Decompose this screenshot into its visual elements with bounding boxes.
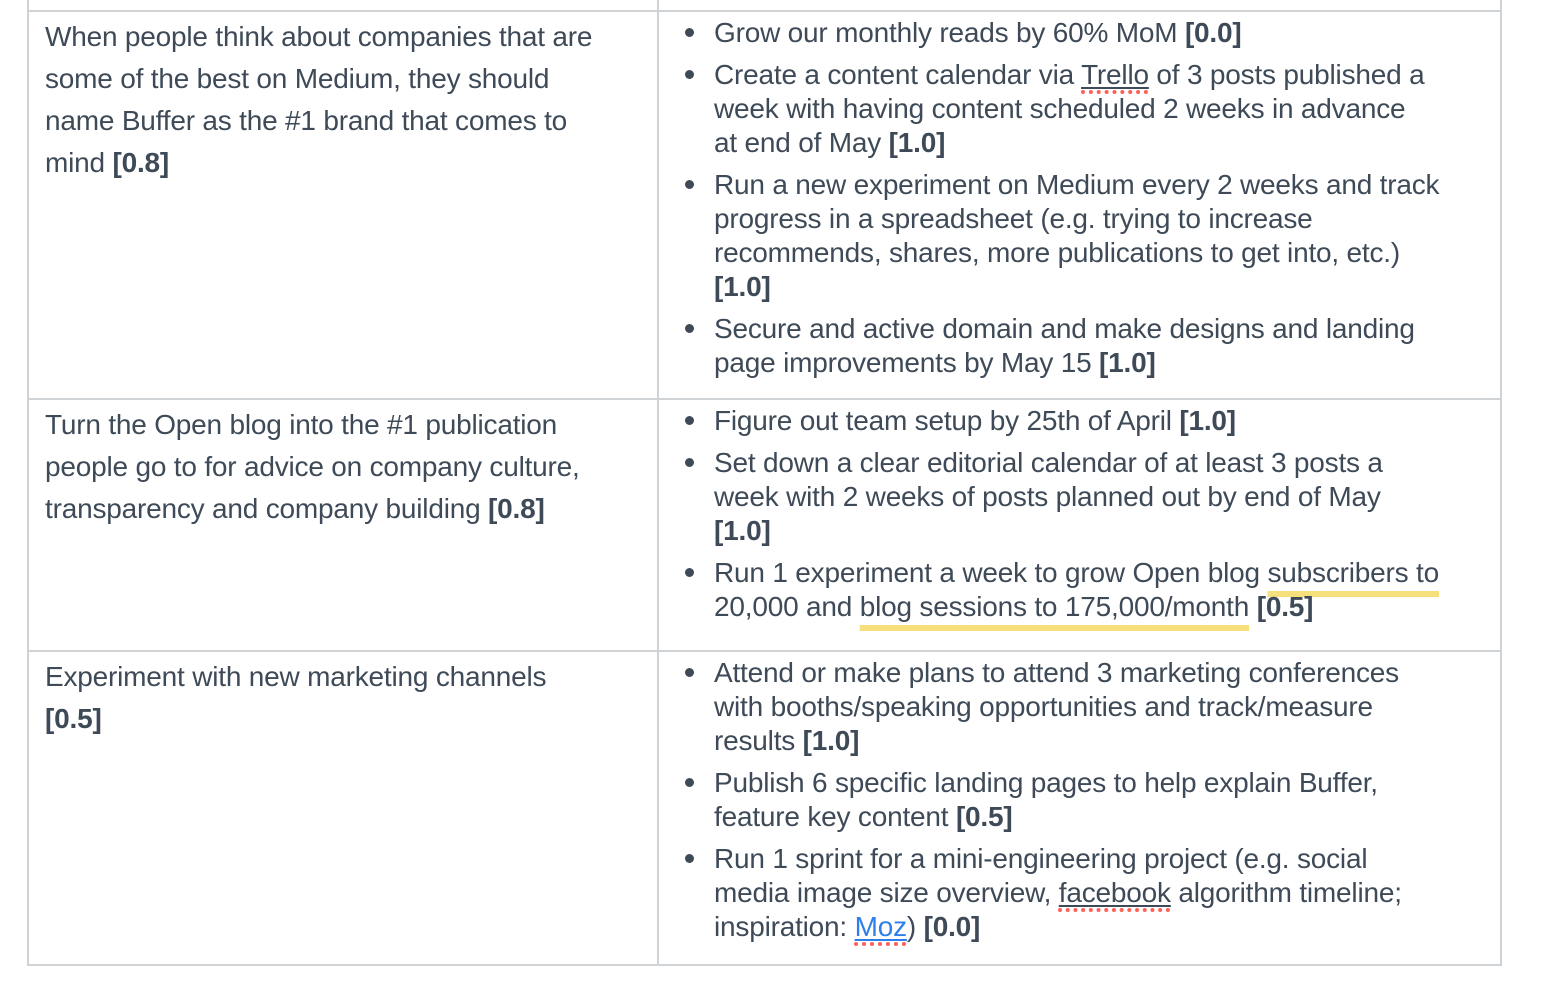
kr-text: algorithm timeline;	[1170, 877, 1402, 908]
key-result-item: Run 1 experiment a week to grow Open blo…	[685, 556, 1490, 624]
facebook-underlined-text: facebook	[1058, 877, 1171, 908]
kr-text: media image size overview,	[714, 877, 1059, 908]
score-badge: [0.5]	[1256, 591, 1314, 622]
trello-underlined-text: Trello	[1081, 59, 1149, 90]
objective-line: transparency and company building [0.8]	[45, 488, 641, 530]
score-badge: [0.5]	[955, 801, 1013, 832]
key-result-item: Run 1 sprint for a mini-engineering proj…	[685, 842, 1490, 944]
kr-text: )	[906, 911, 924, 942]
table-row-1: When people think about companies that a…	[29, 12, 1500, 400]
kr-text: inspiration:	[714, 911, 855, 942]
misspelled-word-facebook: facebook	[1059, 877, 1171, 908]
table-row-3: Experiment with new marketing channels […	[29, 652, 1500, 966]
key-results-cell: Grow our monthly reads by 60% MoM [0.0] …	[659, 12, 1500, 398]
kr-line: Set down a clear editorial calendar of a…	[714, 447, 1383, 478]
kr-line: feature key content [0.5]	[714, 800, 1490, 834]
kr-text: Run 1 experiment a week to grow Open blo…	[714, 557, 1268, 588]
highlight-subscribers: subscribers to	[1267, 557, 1439, 588]
okr-table: When people think about companies that a…	[27, 0, 1502, 966]
kr-line: 20,000 and blog sessions to 175,000/mont…	[714, 590, 1490, 624]
objective-cell: When people think about companies that a…	[29, 12, 659, 398]
kr-line: week with having content scheduled 2 wee…	[714, 93, 1406, 124]
key-result-item: Create a content calendar via Trello of …	[685, 58, 1490, 160]
objective-text: mind	[45, 147, 113, 178]
score-badge: [1.0]	[802, 725, 860, 756]
key-result-item: Grow our monthly reads by 60% MoM [0.0]	[685, 16, 1490, 50]
kr-line: Grow our monthly reads by 60% MoM [0.0]	[714, 16, 1490, 50]
kr-line: progress in a spreadsheet (e.g. trying t…	[714, 203, 1313, 234]
moz-link[interactable]: Moz	[854, 911, 907, 942]
kr-text: results	[714, 725, 803, 756]
kr-line: with booths/speaking opportunities and t…	[714, 691, 1373, 722]
key-results-list: Attend or make plans to attend 3 marketi…	[659, 656, 1490, 944]
kr-line: Secure and active domain and make design…	[714, 313, 1415, 344]
kr-line: page improvements by May 15 [1.0]	[714, 346, 1490, 380]
misspelled-word-trello: Trello	[1081, 59, 1149, 90]
kr-line: Run a new experiment on Medium every 2 w…	[714, 169, 1440, 200]
kr-text: 20,000 and	[714, 591, 860, 622]
key-result-item: Publish 6 specific landing pages to help…	[685, 766, 1490, 834]
objective-line: mind [0.8]	[45, 142, 641, 184]
objective-line: Turn the Open blog into the #1 publicati…	[45, 409, 558, 440]
objective-line: some of the best on Medium, they should	[45, 63, 550, 94]
kr-line: Run 1 experiment a week to grow Open blo…	[714, 556, 1490, 590]
score-badge: [0.8]	[112, 147, 170, 178]
kr-line: Publish 6 specific landing pages to help…	[714, 767, 1378, 798]
objective-cell: Experiment with new marketing channels […	[29, 652, 659, 964]
objective-line: [0.5]	[45, 698, 641, 740]
kr-text	[1249, 591, 1257, 622]
kr-text: Figure out team setup by 25th of April	[714, 405, 1180, 436]
objective-line: Experiment with new marketing channels	[45, 661, 547, 692]
highlight-blog-sessions: blog sessions to 175,000/month	[859, 591, 1250, 622]
objective-line: When people think about companies that a…	[45, 21, 593, 52]
key-result-item: Secure and active domain and make design…	[685, 312, 1490, 380]
key-results-cell: Attend or make plans to attend 3 marketi…	[659, 652, 1500, 964]
kr-line: media image size overview, facebook algo…	[714, 876, 1490, 910]
score-badge: [1.0]	[1179, 405, 1236, 436]
objective-line: name Buffer as the #1 brand that comes t…	[45, 105, 568, 136]
kr-line: at end of May [1.0]	[714, 126, 1490, 160]
table-row-partial	[29, 0, 1500, 12]
key-results-list: Figure out team setup by 25th of April […	[659, 404, 1490, 624]
kr-line: recommends, shares, more publications to…	[714, 237, 1401, 268]
key-result-item: Attend or make plans to attend 3 marketi…	[685, 656, 1490, 758]
score-badge: [0.5]	[45, 703, 102, 734]
kr-text: feature key content	[714, 801, 956, 832]
key-results-cell-partial	[659, 0, 1500, 10]
kr-text: page improvements by May 15	[714, 347, 1100, 378]
score-badge: [0.0]	[1184, 17, 1242, 48]
key-result-item: Set down a clear editorial calendar of a…	[685, 446, 1490, 548]
kr-text: Grow our monthly reads by 60% MoM	[714, 17, 1185, 48]
key-results-list: Grow our monthly reads by 60% MoM [0.0] …	[659, 16, 1490, 380]
kr-line: Create a content calendar via Trello of …	[714, 58, 1490, 92]
score-badge: [1.0]	[1099, 347, 1156, 378]
kr-text: Create a content calendar via	[714, 59, 1082, 90]
score-badge: [0.8]	[488, 493, 545, 524]
objective-line: people go to for advice on company cultu…	[45, 451, 580, 482]
kr-line: Figure out team setup by 25th of April […	[714, 404, 1490, 438]
kr-text: at end of May	[714, 127, 889, 158]
score-badge: [0.0]	[923, 911, 981, 942]
score-badge: [1.0]	[888, 127, 946, 158]
key-results-cell: Figure out team setup by 25th of April […	[659, 400, 1500, 650]
kr-line: results [1.0]	[714, 724, 1490, 758]
objective-cell-partial	[29, 0, 659, 10]
kr-line: inspiration: Moz) [0.0]	[714, 910, 1490, 944]
kr-text: of 3 posts published a	[1148, 59, 1425, 90]
table-row-2: Turn the Open blog into the #1 publicati…	[29, 400, 1500, 652]
kr-line: [1.0]	[714, 514, 1490, 548]
kr-line: Run 1 sprint for a mini-engineering proj…	[714, 843, 1368, 874]
objective-text: transparency and company building	[45, 493, 489, 524]
key-result-item: Run a new experiment on Medium every 2 w…	[685, 168, 1490, 304]
objective-cell: Turn the Open blog into the #1 publicati…	[29, 400, 659, 650]
score-badge: [1.0]	[714, 515, 771, 546]
kr-line: week with 2 weeks of posts planned out b…	[714, 481, 1381, 512]
kr-line: Attend or make plans to attend 3 marketi…	[714, 657, 1399, 688]
misspelled-word-moz: Moz	[855, 911, 907, 942]
score-badge: [1.0]	[714, 271, 771, 302]
kr-line: [1.0]	[714, 270, 1490, 304]
key-result-item: Figure out team setup by 25th of April […	[685, 404, 1490, 438]
